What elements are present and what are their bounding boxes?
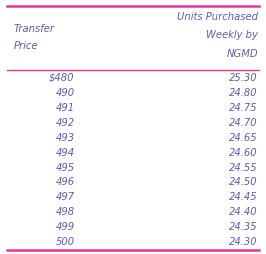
Text: 494: 494: [55, 148, 74, 157]
Text: 499: 499: [55, 223, 74, 232]
Text: Units Purchased: Units Purchased: [177, 12, 258, 22]
Text: Transfer: Transfer: [13, 24, 54, 34]
Text: 24.45: 24.45: [229, 193, 258, 202]
Text: 492: 492: [55, 118, 74, 128]
Text: Weekly by: Weekly by: [206, 30, 258, 40]
Text: Price: Price: [13, 41, 38, 52]
Text: 24.65: 24.65: [229, 133, 258, 142]
Text: 24.80: 24.80: [229, 88, 258, 98]
Text: 24.30: 24.30: [229, 237, 258, 247]
Text: 490: 490: [55, 88, 74, 98]
Text: 498: 498: [55, 208, 74, 217]
Text: 24.75: 24.75: [229, 103, 258, 113]
Text: 24.50: 24.50: [229, 178, 258, 187]
Text: 496: 496: [55, 178, 74, 187]
Text: 24.70: 24.70: [229, 118, 258, 128]
Text: 495: 495: [55, 163, 74, 172]
Text: 491: 491: [55, 103, 74, 113]
Text: 24.35: 24.35: [229, 223, 258, 232]
Text: $480: $480: [49, 73, 74, 83]
Text: 24.55: 24.55: [229, 163, 258, 172]
Text: 24.60: 24.60: [229, 148, 258, 157]
Text: 24.40: 24.40: [229, 208, 258, 217]
Text: 25.30: 25.30: [229, 73, 258, 83]
Text: 493: 493: [55, 133, 74, 142]
Text: NGMD: NGMD: [226, 49, 258, 58]
Text: 497: 497: [55, 193, 74, 202]
Text: 500: 500: [55, 237, 74, 247]
